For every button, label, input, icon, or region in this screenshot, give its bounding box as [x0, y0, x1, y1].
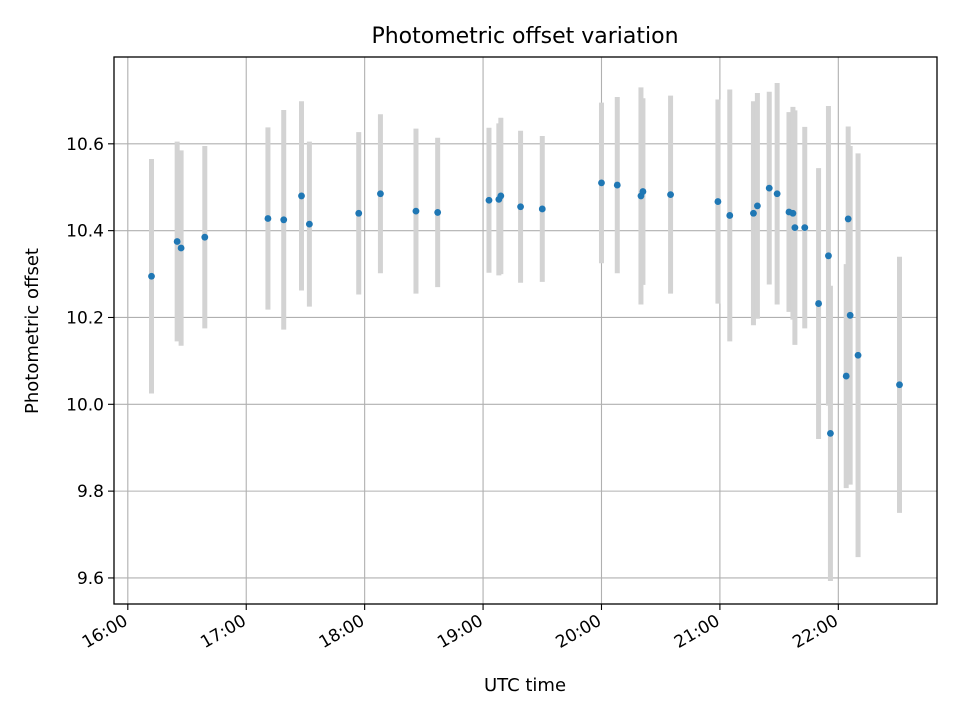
- data-point: [639, 188, 647, 195]
- chart-title: Photometric offset variation: [371, 24, 678, 49]
- data-point: [173, 238, 181, 245]
- data-point: [825, 252, 832, 260]
- y-tick-label: 9.6: [77, 569, 104, 589]
- data-point: [791, 224, 799, 232]
- data-point: [177, 244, 185, 252]
- data-point: [613, 181, 621, 189]
- data-point: [815, 300, 822, 307]
- data-point: [773, 190, 781, 198]
- y-tick-label: 10.0: [66, 395, 104, 415]
- data-point: [148, 272, 155, 280]
- data-point: [846, 311, 854, 319]
- y-axis-label: Photometric offset: [22, 248, 43, 414]
- data-point: [827, 429, 834, 437]
- data-point: [280, 216, 288, 224]
- data-point: [726, 212, 734, 219]
- data-point: [667, 191, 674, 199]
- y-axis-ticks: 9.6 9.8 10.0 10.2 10.4 10.6: [66, 135, 114, 589]
- y-tick-label: 10.6: [66, 135, 104, 155]
- data-point: [412, 207, 420, 215]
- data-point: [201, 233, 209, 241]
- data-point: [896, 381, 903, 389]
- data-point: [377, 190, 384, 198]
- data-point: [842, 372, 850, 380]
- data-point: [538, 205, 546, 213]
- data-point: [298, 192, 305, 200]
- data-point: [714, 198, 722, 205]
- data-point: [754, 202, 761, 210]
- data-point: [264, 215, 272, 222]
- x-axis-label: UTC time: [484, 675, 566, 696]
- plot-area-frame: [113, 56, 938, 605]
- data-point: [517, 203, 524, 211]
- data-point: [305, 220, 313, 228]
- data-point: [598, 179, 605, 187]
- data-point: [497, 192, 505, 200]
- data-point: [750, 209, 757, 217]
- data-point: [844, 215, 852, 223]
- data-point: [355, 209, 363, 217]
- data-point: [765, 184, 773, 192]
- data-point: [485, 196, 493, 204]
- y-tick-label: 9.8: [77, 482, 104, 502]
- data-points: [148, 179, 903, 437]
- y-tick-label: 10.4: [66, 222, 104, 242]
- data-point: [854, 351, 862, 359]
- data-point: [801, 224, 809, 232]
- data-point: [789, 209, 797, 217]
- data-point: [434, 209, 442, 216]
- y-tick-label: 10.2: [66, 308, 104, 328]
